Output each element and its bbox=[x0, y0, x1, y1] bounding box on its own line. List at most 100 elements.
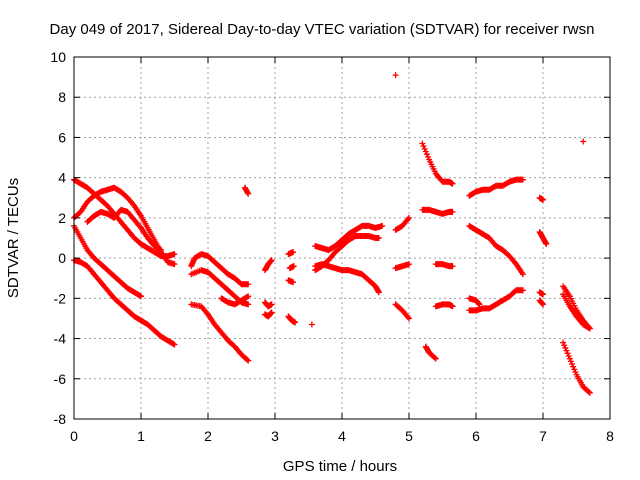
y-tick-label: 0 bbox=[58, 250, 66, 266]
data-point bbox=[244, 356, 251, 363]
data-point bbox=[308, 321, 315, 328]
y-axis-label: SDTVAR / TECUs bbox=[5, 178, 22, 298]
data-point bbox=[543, 241, 550, 248]
y-tick-label: -4 bbox=[54, 331, 67, 347]
x-tick-label: 7 bbox=[539, 428, 547, 444]
data-point bbox=[171, 261, 178, 268]
x-tick-labels: 0 1 2 3 4 5 6 7 8 bbox=[70, 428, 614, 444]
data-point bbox=[421, 145, 428, 152]
data-point bbox=[571, 366, 578, 373]
data-point bbox=[170, 340, 177, 347]
data-point bbox=[136, 223, 143, 230]
axis-ticks bbox=[73, 56, 611, 420]
data-point bbox=[540, 301, 546, 308]
data-point bbox=[432, 355, 439, 362]
data-point bbox=[290, 279, 297, 286]
data-point bbox=[449, 263, 456, 270]
data-point bbox=[245, 281, 252, 288]
data-point bbox=[404, 314, 411, 321]
data-point bbox=[424, 153, 431, 160]
data-point bbox=[565, 352, 572, 359]
x-tick-label: 5 bbox=[405, 428, 413, 444]
data-point bbox=[419, 140, 426, 147]
data-point bbox=[406, 315, 412, 322]
data-point bbox=[203, 310, 210, 317]
data-point bbox=[563, 347, 570, 354]
data-point bbox=[156, 246, 163, 253]
y-tick-label: 2 bbox=[58, 210, 66, 226]
data-point bbox=[449, 180, 456, 187]
x-tick-label: 2 bbox=[204, 428, 212, 444]
data-point bbox=[585, 388, 592, 395]
data-point bbox=[245, 301, 252, 308]
data-point bbox=[245, 190, 252, 197]
data-point bbox=[572, 369, 579, 376]
data-point bbox=[449, 303, 456, 310]
data-point bbox=[406, 261, 412, 268]
y-tick-label: 8 bbox=[58, 89, 66, 105]
x-tick-label: 6 bbox=[472, 428, 480, 444]
y-tick-label: -8 bbox=[54, 411, 67, 427]
data-point bbox=[268, 301, 275, 308]
data-point bbox=[561, 342, 568, 349]
data-point bbox=[512, 259, 519, 266]
data-point bbox=[431, 354, 438, 361]
data-point bbox=[540, 196, 546, 203]
data-point bbox=[580, 138, 587, 145]
x-tick-label: 0 bbox=[70, 428, 78, 444]
data-point bbox=[171, 341, 178, 348]
data-point bbox=[392, 72, 399, 79]
data-point bbox=[449, 208, 456, 215]
data-point bbox=[586, 325, 593, 332]
data-point bbox=[422, 148, 429, 155]
x-axis-label: GPS time / hours bbox=[283, 458, 397, 475]
data-points bbox=[71, 72, 593, 396]
data-point bbox=[268, 309, 275, 316]
data-point bbox=[290, 249, 297, 256]
data-point bbox=[375, 289, 382, 296]
y-tick-label: 4 bbox=[58, 170, 66, 186]
data-point bbox=[569, 361, 576, 368]
data-point bbox=[519, 176, 526, 183]
data-point bbox=[566, 355, 573, 362]
x-tick-label: 1 bbox=[137, 428, 145, 444]
data-point bbox=[540, 291, 546, 298]
data-point bbox=[245, 293, 252, 300]
data-point bbox=[138, 293, 144, 300]
data-point bbox=[519, 271, 526, 278]
data-point bbox=[158, 247, 165, 254]
data-point bbox=[562, 344, 569, 351]
data-point bbox=[406, 214, 412, 221]
data-point bbox=[420, 143, 427, 150]
data-point bbox=[379, 222, 386, 229]
data-point bbox=[586, 389, 593, 396]
data-point bbox=[268, 257, 275, 264]
data-point bbox=[423, 151, 430, 158]
x-tick-label: 8 bbox=[606, 428, 614, 444]
data-point bbox=[292, 319, 299, 326]
data-point bbox=[570, 363, 577, 370]
y-tick-labels: -8 -6 -4 -2 0 2 4 6 8 10 bbox=[50, 49, 66, 427]
data-point bbox=[585, 324, 592, 331]
y-tick-label: -2 bbox=[54, 290, 67, 306]
data-point bbox=[560, 339, 567, 346]
data-point bbox=[519, 287, 526, 294]
y-tick-label: 6 bbox=[58, 129, 66, 145]
data-point bbox=[244, 293, 251, 300]
y-tick-label: -6 bbox=[54, 371, 67, 387]
data-point bbox=[375, 235, 382, 241]
data-point bbox=[130, 201, 137, 208]
x-tick-label: 3 bbox=[271, 428, 279, 444]
y-tick-label: 10 bbox=[50, 49, 66, 65]
data-point bbox=[567, 358, 574, 365]
chart-title: Day 049 of 2017, Sidereal Day-to-day VTE… bbox=[50, 21, 595, 38]
data-point bbox=[564, 350, 571, 357]
data-point bbox=[171, 251, 178, 258]
x-tick-label: 4 bbox=[338, 428, 346, 444]
data-point bbox=[136, 292, 143, 299]
data-point bbox=[404, 216, 411, 223]
data-point bbox=[290, 263, 297, 270]
data-point bbox=[245, 357, 252, 364]
